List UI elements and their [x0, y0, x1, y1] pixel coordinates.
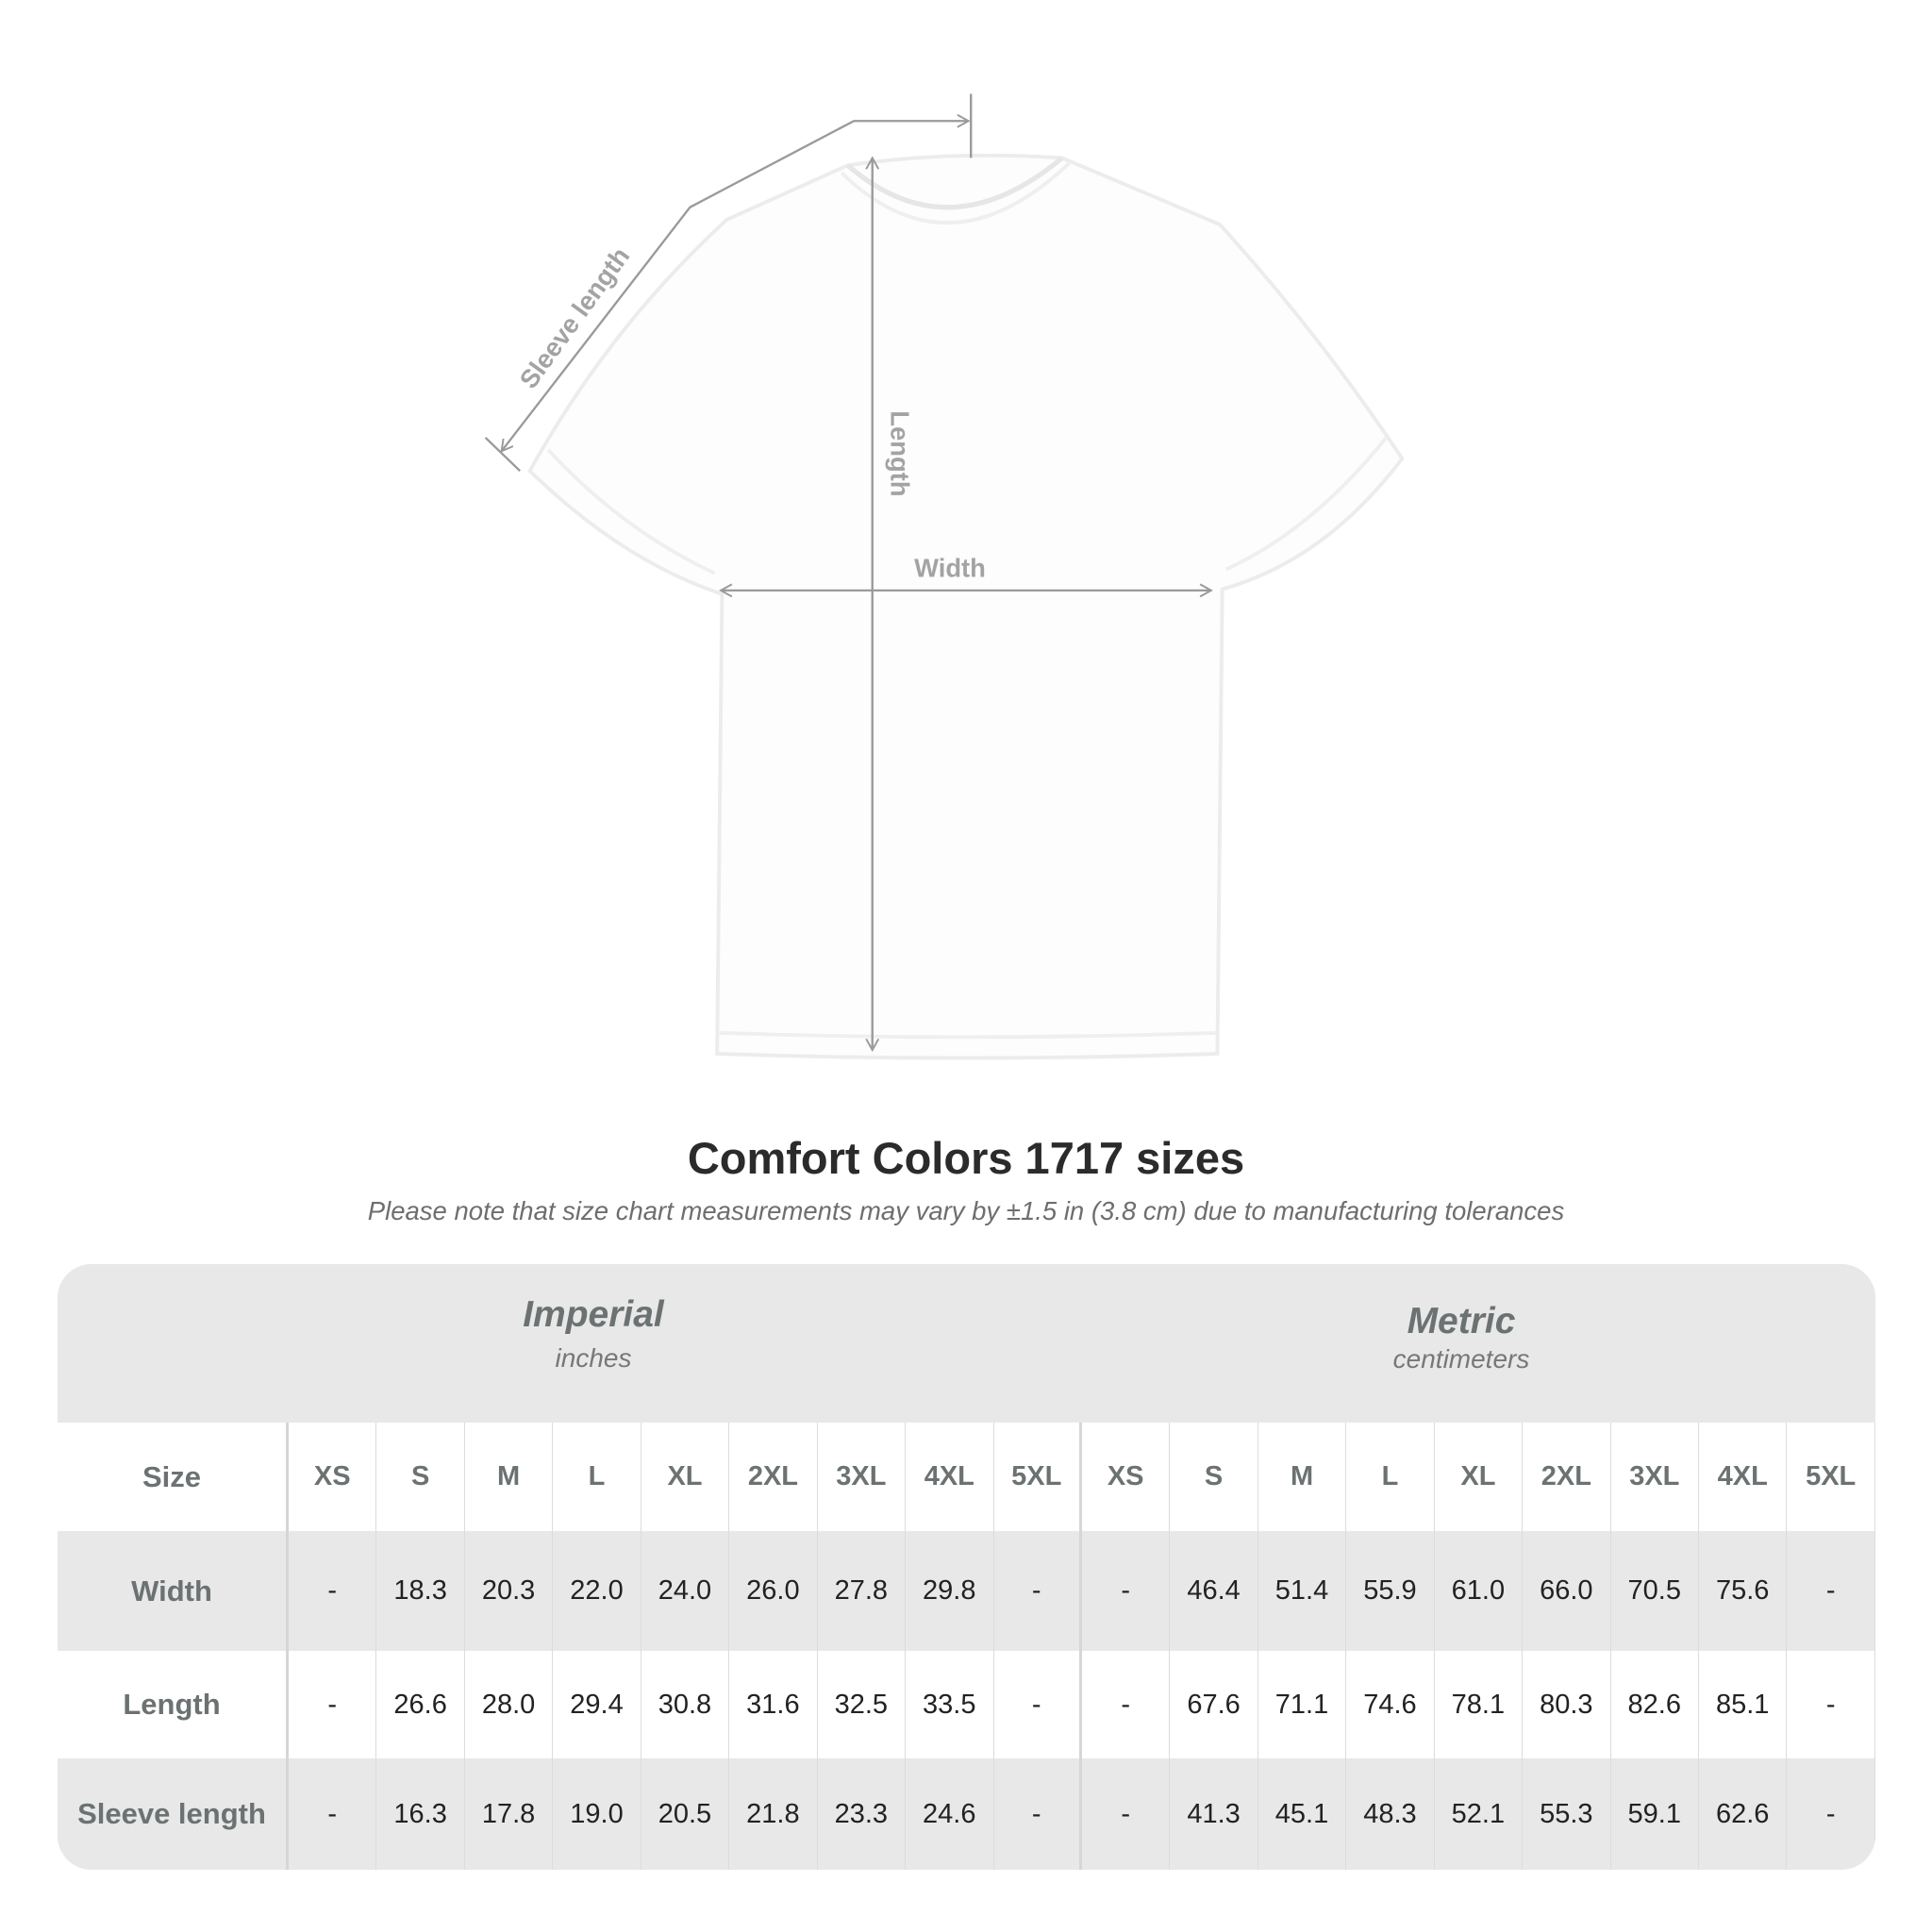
- imperial-value-cell: 26.6: [376, 1651, 465, 1758]
- metric-value-cell: -: [1787, 1651, 1875, 1758]
- imperial-value-cell: 18.3: [376, 1531, 465, 1651]
- metric-value-cell: -: [1082, 1531, 1171, 1651]
- metric-value-cell: 41.3: [1170, 1758, 1258, 1870]
- metric-value-cell: 62.6: [1699, 1758, 1788, 1870]
- metric-size-xs: XS: [1082, 1423, 1171, 1531]
- length-label: Length: [885, 410, 914, 496]
- imperial-value-cell: 26.0: [729, 1531, 818, 1651]
- size-header-row: Size XS S M L XL 2XL 3XL 4XL 5XL XS S M L XL 2XL 3XL 4XL 5…: [58, 1423, 1875, 1531]
- imperial-size-s: S: [376, 1423, 465, 1531]
- metric-value-cell: 55.3: [1523, 1758, 1611, 1870]
- imperial-size-2xl: 2XL: [729, 1423, 818, 1531]
- imperial-value-cell: 28.0: [465, 1651, 554, 1758]
- imperial-value-cell: 31.6: [729, 1651, 818, 1758]
- metric-value-cell: 74.6: [1346, 1651, 1435, 1758]
- imperial-value-cell: -: [289, 1651, 377, 1758]
- width-label: Width: [914, 554, 986, 583]
- imperial-size-l: L: [553, 1423, 641, 1531]
- row-label: Width: [58, 1531, 289, 1651]
- tshirt-measurement-diagram: Sleeve length Length Width: [484, 93, 1405, 1060]
- metric-value-cell: -: [1787, 1531, 1875, 1651]
- imperial-value-cell: 21.8: [729, 1758, 818, 1870]
- imperial-value-cell: 20.3: [465, 1531, 554, 1651]
- metric-value-cell: 82.6: [1611, 1651, 1699, 1758]
- metric-value-cell: 75.6: [1699, 1531, 1788, 1651]
- metric-value-cell: -: [1082, 1758, 1171, 1870]
- row-label: Sleeve length: [58, 1758, 289, 1870]
- metric-size-l: L: [1346, 1423, 1435, 1531]
- size-chart-table: Imperial inches Metric centimeters Size X…: [58, 1264, 1875, 1870]
- table-row-sleeve-length: Sleeve length -16.3 17.8 19.0 20.5 21.8 23.3 24…: [58, 1758, 1875, 1870]
- table-row-length: Length -26.6 28.0 29.4 30.8 31.6 32.5 33.5- -67.…: [58, 1651, 1875, 1758]
- metric-value-cell: 85.1: [1699, 1651, 1788, 1758]
- metric-value-cell: 45.1: [1258, 1758, 1347, 1870]
- metric-value-cell: 51.4: [1258, 1531, 1347, 1651]
- imperial-value-cell: 29.8: [906, 1531, 994, 1651]
- unit-header-band: Imperial inches Metric centimeters: [58, 1264, 1875, 1423]
- metric-size-5xl: 5XL: [1787, 1423, 1875, 1531]
- metric-value-cell: 70.5: [1611, 1531, 1699, 1651]
- imperial-value-cell: 19.0: [553, 1758, 641, 1870]
- imperial-size-m: M: [465, 1423, 554, 1531]
- metric-value-cell: 71.1: [1258, 1651, 1347, 1758]
- metric-value-cell: 59.1: [1611, 1758, 1699, 1870]
- imperial-value-cell: 27.8: [818, 1531, 907, 1651]
- sleeve-length-measure: [484, 93, 973, 473]
- metric-size-m: M: [1258, 1423, 1347, 1531]
- metric-size-3xl: 3XL: [1611, 1423, 1699, 1531]
- metric-size-xl: XL: [1435, 1423, 1524, 1531]
- imperial-value-cell: 32.5: [818, 1651, 907, 1758]
- metric-value-cell: 52.1: [1435, 1758, 1524, 1870]
- imperial-value-cell: 17.8: [465, 1758, 554, 1870]
- imperial-value-cell: -: [289, 1531, 377, 1651]
- imperial-value-cell: 23.3: [818, 1758, 907, 1870]
- metric-header: Metric centimeters: [1131, 1301, 1791, 1374]
- size-label: Size: [58, 1423, 289, 1531]
- imperial-value-cell: 20.5: [641, 1758, 730, 1870]
- metric-value-cell: 46.4: [1170, 1531, 1258, 1651]
- row-label: Length: [58, 1651, 289, 1758]
- imperial-title: Imperial: [523, 1294, 664, 1335]
- metric-size-s: S: [1170, 1423, 1258, 1531]
- metric-size-4xl: 4XL: [1699, 1423, 1788, 1531]
- imperial-value-cell: 33.5: [906, 1651, 994, 1758]
- imperial-value-cell: 30.8: [641, 1651, 730, 1758]
- imperial-value-cell: 24.6: [906, 1758, 994, 1870]
- imperial-value-cell: 22.0: [553, 1531, 641, 1651]
- metric-value-cell: 80.3: [1523, 1651, 1611, 1758]
- metric-value-cell: -: [1082, 1651, 1171, 1758]
- imperial-size-5xl: 5XL: [994, 1423, 1082, 1531]
- metric-value-cell: 48.3: [1346, 1758, 1435, 1870]
- metric-value-cell: -: [1787, 1758, 1875, 1870]
- imperial-size-3xl: 3XL: [818, 1423, 907, 1531]
- imperial-size-4xl: 4XL: [906, 1423, 994, 1531]
- metric-size-2xl: 2XL: [1523, 1423, 1611, 1531]
- imperial-value-cell: 16.3: [376, 1758, 465, 1870]
- metric-value-cell: 55.9: [1346, 1531, 1435, 1651]
- metric-value-cell: 61.0: [1435, 1531, 1524, 1651]
- imperial-value-cell: -: [289, 1758, 377, 1870]
- table-row-width: Width -18.3 20.3 22.0 24.0 26.0 27.8 29.8- -46.4…: [58, 1531, 1875, 1651]
- imperial-value-cell: 29.4: [553, 1651, 641, 1758]
- imperial-value-cell: -: [994, 1531, 1082, 1651]
- imperial-size-xs: XS: [289, 1423, 377, 1531]
- imperial-size-xl: XL: [641, 1423, 730, 1531]
- metric-value-cell: 66.0: [1523, 1531, 1611, 1651]
- imperial-value-cell: 24.0: [641, 1531, 730, 1651]
- metric-title: Metric: [1407, 1301, 1516, 1341]
- tolerance-note: Please note that size chart measurements…: [367, 1196, 1565, 1225]
- imperial-value-cell: -: [994, 1758, 1082, 1870]
- imperial-unit: inches: [555, 1343, 632, 1373]
- imperial-header: Imperial inches: [263, 1294, 924, 1374]
- metric-value-cell: 67.6: [1170, 1651, 1258, 1758]
- imperial-value-cell: -: [994, 1651, 1082, 1758]
- page-title: Comfort Colors 1717 sizes: [687, 1133, 1245, 1183]
- tshirt-illustration: [527, 153, 1405, 1060]
- metric-unit: centimeters: [1392, 1344, 1530, 1374]
- metric-value-cell: 78.1: [1435, 1651, 1524, 1758]
